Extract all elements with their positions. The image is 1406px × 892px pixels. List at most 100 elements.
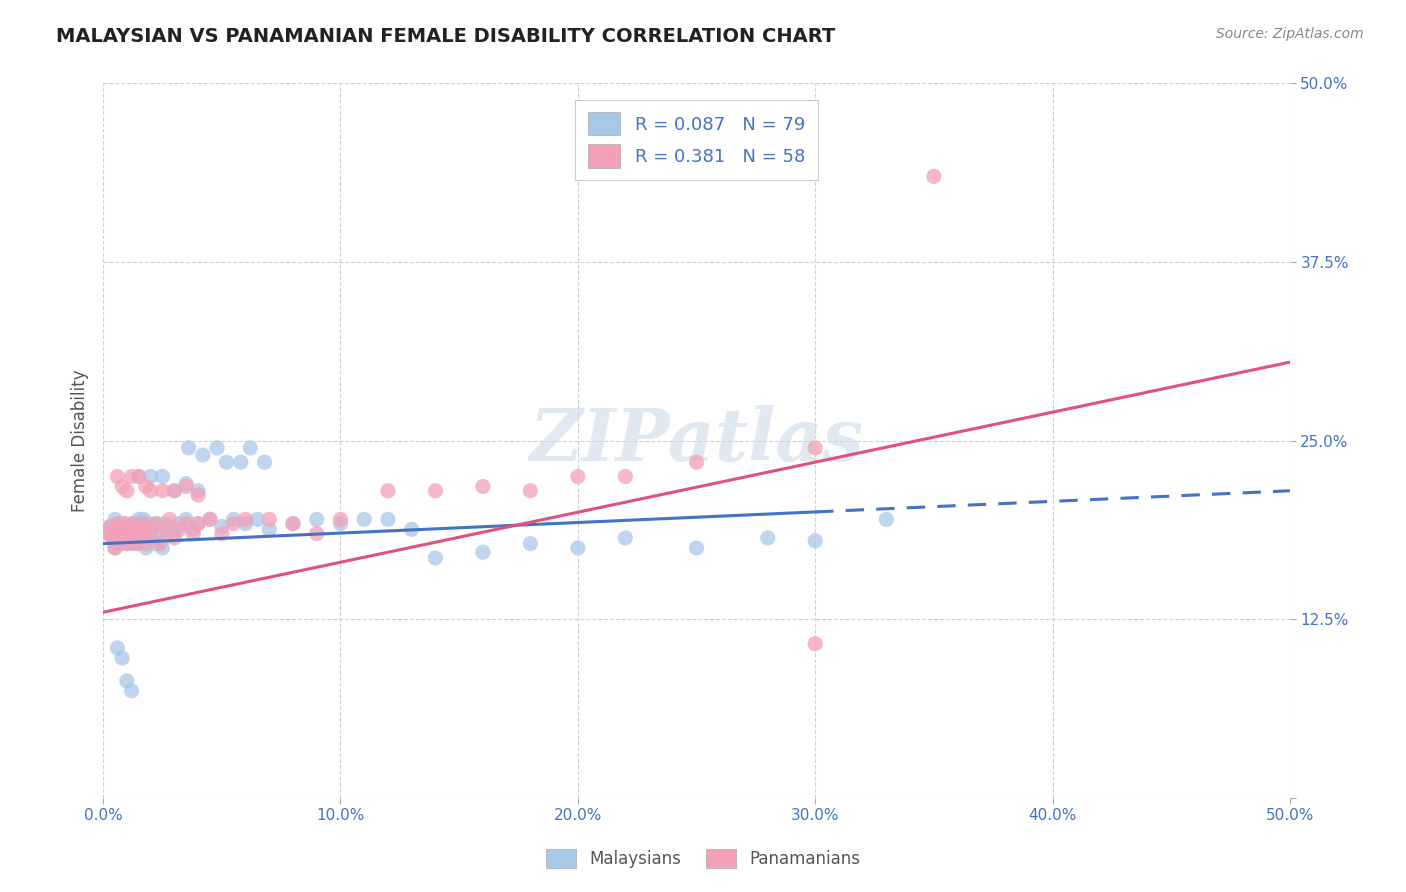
Point [115,483,138,498]
Legend: Malaysians, Panamanians: Malaysians, Panamanians [538,842,868,875]
Point [104,541,127,555]
Point [105,516,128,531]
Point [181,526,204,541]
Point [111,526,134,541]
Point [143,536,166,550]
Text: ZIPatlas: ZIPatlas [530,405,863,476]
Point [139,483,162,498]
Point [143,516,166,531]
Point [125,519,148,533]
Point [139,526,162,541]
Point [118,526,141,541]
Point [281,516,304,531]
Point [614,531,637,545]
Point [174,512,197,526]
Point [128,469,150,483]
Point [167,516,190,531]
Point [281,516,304,531]
Point [136,516,159,531]
Point [146,516,169,531]
Point [118,522,141,536]
Point [98,519,121,533]
Point [121,469,143,483]
Point [142,519,165,533]
Point [149,526,172,541]
Point [163,483,186,498]
Point [425,551,447,566]
Point [153,522,176,536]
Point [174,479,197,493]
Point [519,483,541,498]
Point [181,522,204,536]
Point [152,483,174,498]
Point [121,684,143,698]
Point [685,541,707,555]
Point [163,531,186,545]
Point [215,455,238,469]
Point [174,476,197,491]
Point [401,522,423,536]
Point [111,522,134,536]
Point [105,469,128,483]
Point [425,483,447,498]
Point [198,512,221,526]
Point [111,651,134,665]
Point [122,526,145,541]
Point [152,541,174,555]
Point [121,526,143,541]
Point [174,516,197,531]
Point [177,441,200,455]
Point [259,522,281,536]
Point [211,519,233,533]
Point [114,516,136,531]
Point [122,516,145,531]
Text: Source: ZipAtlas.com: Source: ZipAtlas.com [1216,27,1364,41]
Point [804,441,827,455]
Point [187,516,209,531]
Point [97,526,120,541]
Point [198,512,221,526]
Point [159,512,181,526]
Point [519,536,541,550]
Point [211,526,233,541]
Point [108,516,131,531]
Point [125,536,148,550]
Point [156,526,179,541]
Point [187,516,209,531]
Point [222,512,245,526]
Y-axis label: Female Disability: Female Disability [72,369,89,512]
Point [305,526,328,541]
Point [167,522,190,536]
Point [804,637,827,651]
Point [246,512,269,526]
Point [329,512,352,526]
Point [135,536,157,550]
Point [567,469,589,483]
Point [159,519,181,533]
Point [105,536,128,550]
Point [101,531,124,545]
Point [329,516,352,531]
Point [259,512,281,526]
Point [136,522,159,536]
Point [132,512,155,526]
Point [111,536,134,550]
Point [804,533,827,548]
Point [128,512,150,526]
Point [105,536,128,550]
Point [108,522,131,536]
Point [149,536,172,550]
Point [129,526,152,541]
Point [305,512,328,526]
Point [163,526,186,541]
Point [115,536,138,550]
Point [187,483,209,498]
Point [922,169,945,184]
Point [152,469,174,483]
Point [377,512,399,526]
Point [135,479,157,493]
Point [128,536,150,550]
Point [111,479,134,493]
Point [685,455,707,469]
Point [353,512,375,526]
